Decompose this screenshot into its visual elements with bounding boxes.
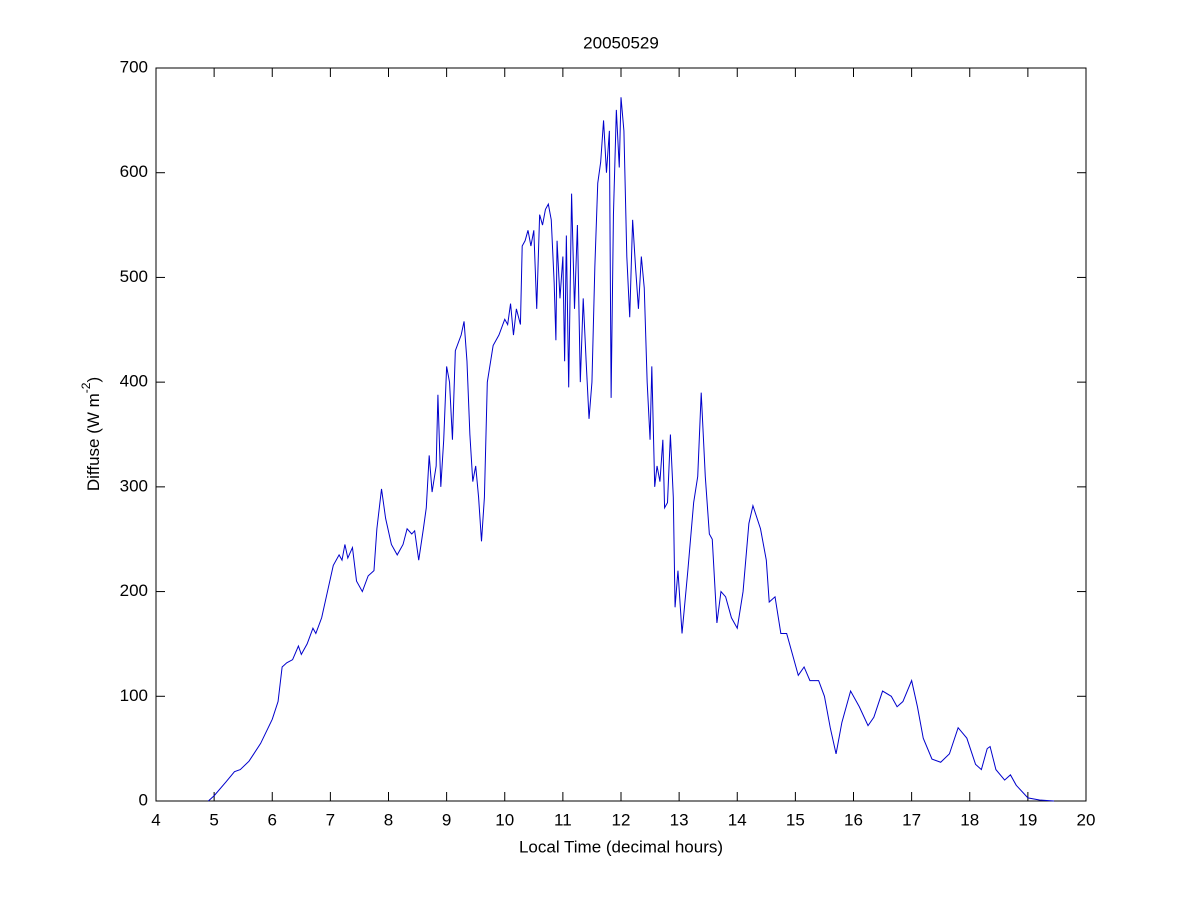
x-tick-label: 12 bbox=[612, 810, 631, 829]
x-tick-label: 4 bbox=[151, 810, 160, 829]
y-tick-label: 700 bbox=[120, 57, 148, 76]
y-tick-label: 600 bbox=[120, 162, 148, 181]
x-tick-label: 15 bbox=[786, 810, 805, 829]
x-tick-label: 7 bbox=[326, 810, 335, 829]
x-tick-label: 11 bbox=[554, 810, 572, 829]
x-tick-label: 17 bbox=[902, 810, 921, 829]
x-tick-label: 8 bbox=[384, 810, 393, 829]
x-axis-label: Local Time (decimal hours) bbox=[519, 837, 723, 856]
y-tick-label: 100 bbox=[120, 686, 148, 705]
chart-title: 20050529 bbox=[583, 33, 659, 52]
y-axis-label-exponent: -2 bbox=[79, 382, 93, 393]
y-axis-label: Diffuse (W m-2) bbox=[79, 377, 103, 491]
x-tick-label: 6 bbox=[268, 810, 277, 829]
y-tick-label: 0 bbox=[139, 790, 148, 809]
x-tick-label: 19 bbox=[1018, 810, 1037, 829]
x-tick-label: 9 bbox=[442, 810, 451, 829]
y-axis-label-text: Diffuse (W m bbox=[84, 393, 103, 491]
x-tick-label: 13 bbox=[670, 810, 689, 829]
y-tick-label: 300 bbox=[120, 476, 148, 495]
x-tick-label: 18 bbox=[960, 810, 979, 829]
y-tick-label: 200 bbox=[120, 581, 148, 600]
x-tick-label: 5 bbox=[209, 810, 218, 829]
y-tick-label: 400 bbox=[120, 372, 148, 391]
x-tick-label: 10 bbox=[495, 810, 514, 829]
x-tick-label: 14 bbox=[728, 810, 747, 829]
x-tick-label: 20 bbox=[1077, 810, 1096, 829]
y-axis-label-end: ) bbox=[84, 377, 103, 383]
data-line bbox=[207, 97, 1055, 802]
x-tick-label: 16 bbox=[844, 810, 863, 829]
y-tick-label: 500 bbox=[120, 267, 148, 286]
